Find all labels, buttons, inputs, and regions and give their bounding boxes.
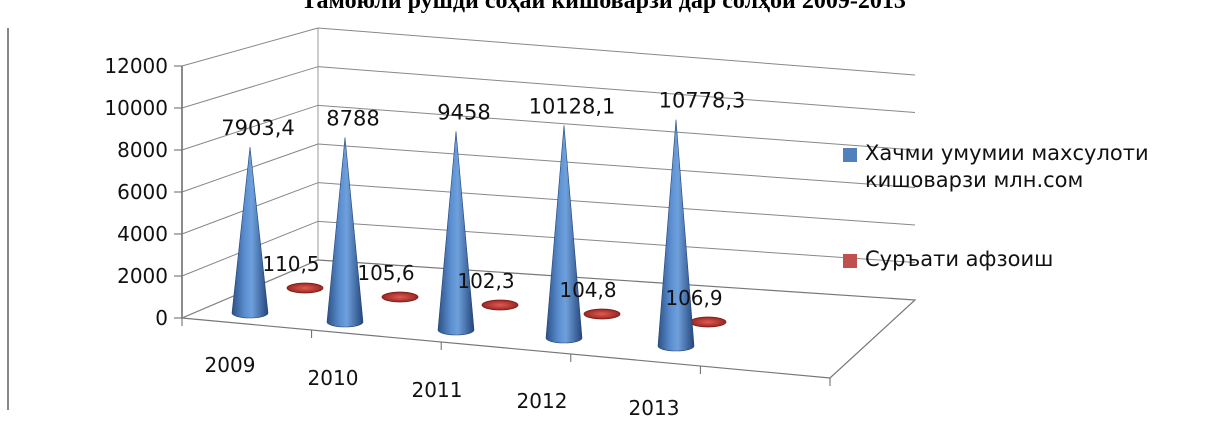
growth-rate-label-2013: 106,9 — [665, 286, 722, 310]
x-category-label-2013: 2013 — [629, 396, 680, 420]
x-category-label-2012: 2012 — [517, 389, 568, 413]
growth-rate-label-2009: 110,5 — [262, 252, 319, 276]
growth-rate-mark-2012 — [583, 308, 621, 320]
total-output-label-2013: 10778,3 — [659, 89, 746, 113]
x-category-label-2009: 2009 — [205, 353, 256, 377]
growth-rate-label-2011: 102,3 — [457, 269, 514, 293]
growth-rate-label-2010: 105,6 — [357, 261, 414, 285]
x-category-label-2011: 2011 — [412, 378, 463, 402]
total-output-label-2010: 8788 — [326, 106, 379, 130]
growth-rate-label-2012: 104,8 — [559, 278, 616, 302]
y-tick-label: 12000 — [104, 54, 168, 78]
total-output-cone-2012 — [545, 125, 583, 344]
gridline-back — [317, 27, 916, 76]
total-output-label-2009: 7903,4 — [221, 116, 294, 140]
y-tick-label: 6000 — [117, 180, 168, 204]
x-category-label-2010: 2010 — [308, 366, 359, 390]
total-output-label-2012: 10128,1 — [529, 94, 616, 118]
total-output-label-2011: 9458 — [437, 100, 490, 124]
legend-label-growth-rate: Суръати афзоиш — [865, 247, 1054, 271]
gridline-back — [317, 220, 916, 263]
growth-rate-mark-2009 — [286, 282, 324, 294]
gridline-back — [317, 143, 916, 188]
gridline-wall — [181, 104, 319, 151]
gridline-back — [317, 104, 916, 151]
legend-swatch-growth-rate — [843, 254, 857, 268]
gridline-wall — [181, 27, 319, 67]
growth-rate-mark-2013 — [689, 316, 727, 328]
gridline-wall — [181, 66, 319, 109]
growth-rate-mark-2011 — [481, 299, 519, 311]
y-tick-label: 8000 — [117, 138, 168, 162]
y-tick-label: 0 — [155, 306, 168, 330]
legend-swatch-total-output — [843, 148, 857, 162]
legend-label-total-output: Хачми умумии махсулоти кишоварзи млн.сом — [865, 141, 1149, 192]
chart-title: Тамоюли рушди соҳаи кишоварзи дар солҳои… — [301, 0, 906, 14]
total-output-cone-2013 — [657, 119, 695, 352]
gridline-back — [317, 182, 916, 226]
y-tick-label: 10000 — [104, 96, 168, 120]
gridline-back — [317, 66, 916, 113]
total-output-cone-2009 — [231, 146, 269, 319]
total-output-cone-2011 — [437, 131, 475, 336]
growth-rate-mark-2010 — [381, 291, 419, 303]
y-tick-label: 2000 — [117, 264, 168, 288]
y-tick-label: 4000 — [117, 222, 168, 246]
total-output-cone-2010 — [326, 137, 364, 328]
